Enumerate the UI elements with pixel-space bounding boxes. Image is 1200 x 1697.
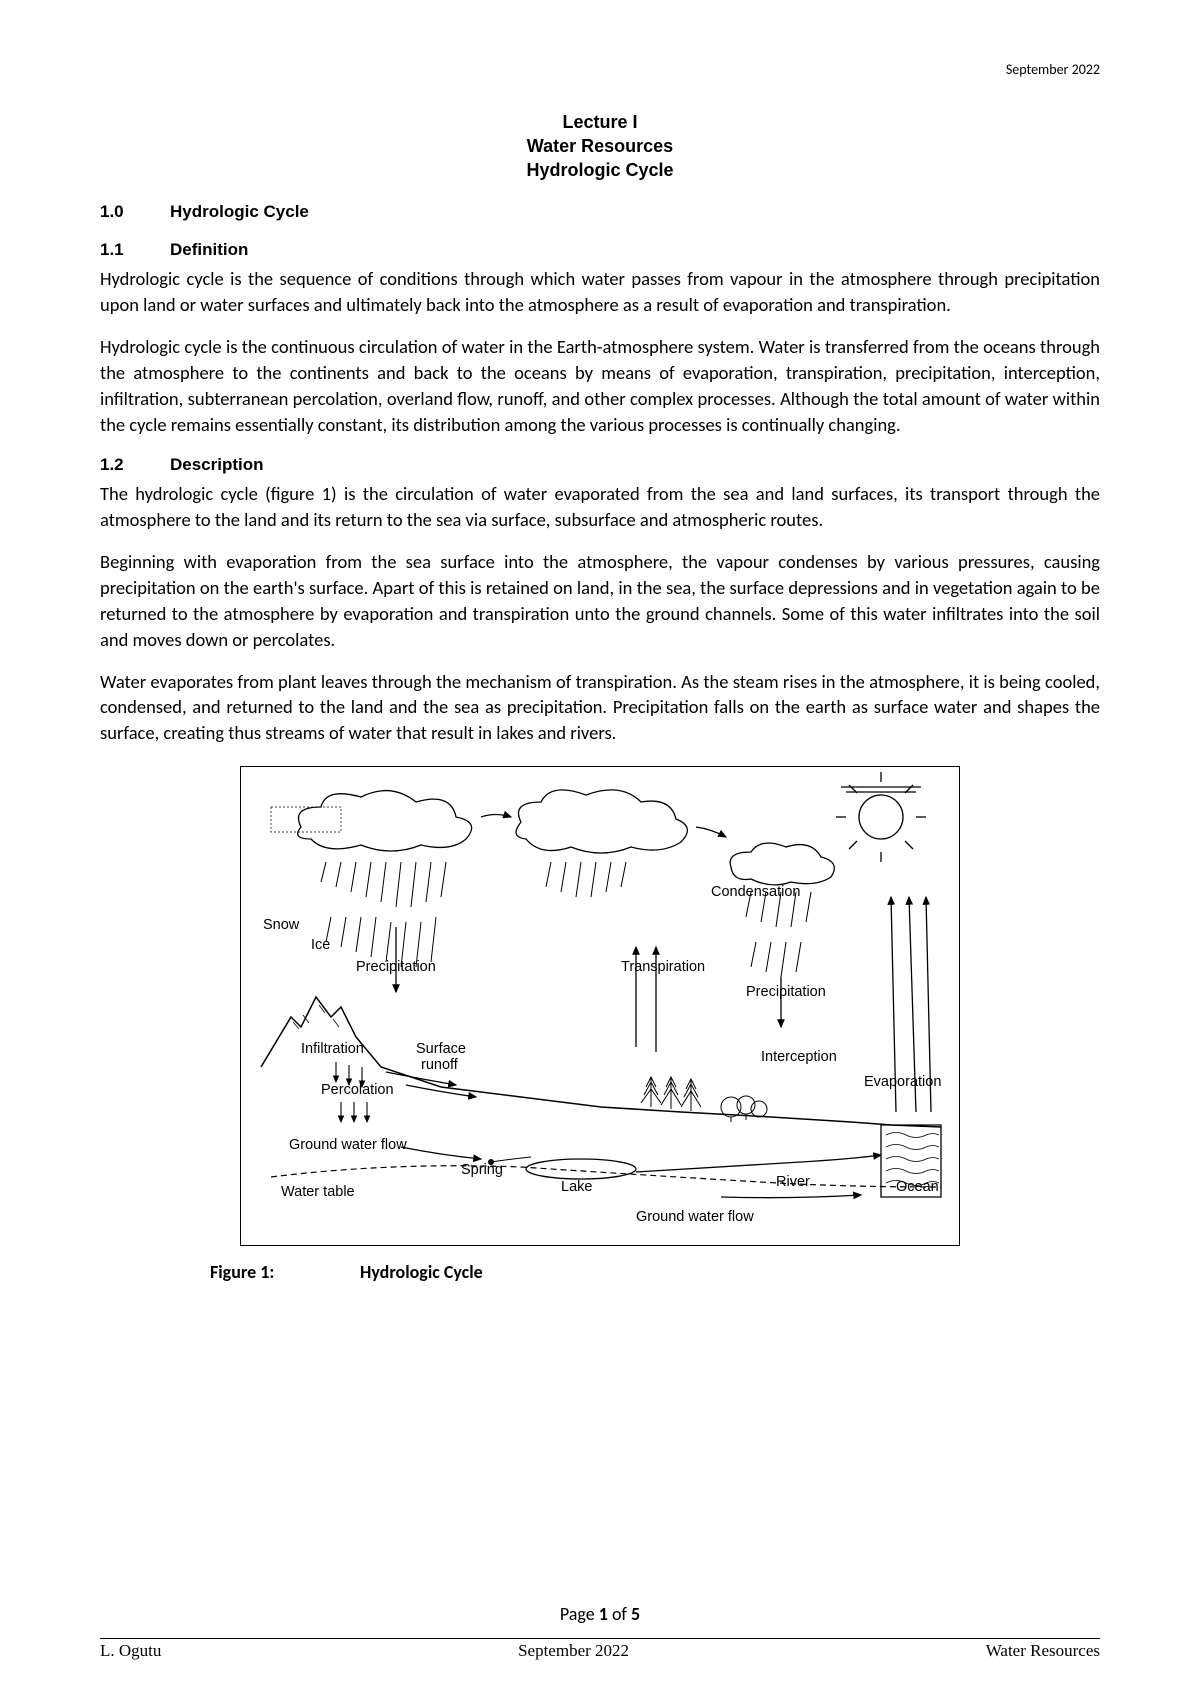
- paragraph-4: Beginning with evaporation from the sea …: [100, 549, 1100, 653]
- diagram-svg: [241, 767, 961, 1247]
- label-infiltration: Infiltration: [301, 1039, 364, 1059]
- figure-caption-label: Figure 1:: [210, 1260, 360, 1285]
- gw-flow-left: [401, 1147, 481, 1159]
- cloud-middle: [516, 790, 687, 853]
- sun-icon: [836, 772, 926, 862]
- hydrologic-cycle-diagram: Condensation Snow Ice Precipitation Tran…: [240, 766, 960, 1246]
- figure-caption-text: Hydrologic Cycle: [360, 1260, 483, 1285]
- heading-title: Hydrologic Cycle: [170, 200, 309, 224]
- label-transpiration: Transpiration: [621, 957, 705, 977]
- percolation-arrows: [341, 1102, 367, 1122]
- heading-num: 1.2: [100, 453, 170, 477]
- runoff-arrows: [386, 1072, 476, 1097]
- label-surface-runoff2: runoff: [421, 1055, 458, 1075]
- document-page: September 2022 Lecture I Water Resources…: [0, 0, 1200, 1697]
- trees: [641, 1077, 701, 1111]
- figure-caption: Figure 1: Hydrologic Cycle: [210, 1260, 960, 1285]
- label-groundwater-flow: Ground water flow: [289, 1135, 407, 1155]
- heading-title: Definition: [170, 238, 248, 262]
- water-table-line: [271, 1166, 941, 1187]
- rain-right: [746, 892, 811, 977]
- footer-right: Water Resources: [986, 1639, 1100, 1663]
- label-river: River: [776, 1172, 810, 1192]
- gw-flow-right: [721, 1195, 861, 1198]
- footer-left: L. Ogutu: [100, 1639, 161, 1663]
- paragraph-2: Hydrologic cycle is the continuous circu…: [100, 334, 1100, 438]
- rain-left: [321, 862, 446, 967]
- header-date: September 2022: [100, 60, 1100, 80]
- heading-1-1: 1.1 Definition: [100, 238, 1100, 262]
- title-line-2: Water Resources: [100, 134, 1100, 158]
- title-line-1: Lecture I: [100, 110, 1100, 134]
- rain-mid: [546, 862, 626, 897]
- label-percolation: Percolation: [321, 1080, 394, 1100]
- bushes: [721, 1096, 767, 1122]
- label-precipitation: Precipitation: [356, 957, 436, 977]
- label-water-table: Water table: [281, 1182, 355, 1202]
- label-interception: Interception: [761, 1047, 837, 1067]
- title-line-3: Hydrologic Cycle: [100, 158, 1100, 182]
- footer-bottom: L. Ogutu September 2022 Water Resources: [100, 1639, 1100, 1663]
- cloud-right: [730, 843, 834, 885]
- heading-num: 1.0: [100, 200, 170, 224]
- heading-1-0: 1.0 Hydrologic Cycle: [100, 200, 1100, 224]
- page-number: Page 1 of 5: [100, 1602, 1100, 1627]
- label-snow: Snow: [263, 915, 299, 935]
- heading-title: Description: [170, 453, 264, 477]
- cloud-left: [298, 791, 472, 851]
- river-arrow: [636, 1155, 881, 1172]
- page-current: 1: [599, 1603, 608, 1625]
- heading-1-2: 1.2 Description: [100, 453, 1100, 477]
- legend-box: [271, 807, 341, 832]
- label-ice: Ice: [311, 935, 330, 955]
- label-precipitation2: Precipitation: [746, 982, 826, 1002]
- label-spring: Spring: [461, 1160, 503, 1180]
- lecture-title: Lecture I Water Resources Hydrologic Cyc…: [100, 110, 1100, 183]
- page-total: 5: [631, 1603, 640, 1625]
- footer-center: September 2022: [518, 1639, 629, 1663]
- figure-1: Condensation Snow Ice Precipitation Tran…: [240, 766, 960, 1285]
- page-of: of: [608, 1603, 631, 1625]
- label-groundwater-flow2: Ground water flow: [636, 1207, 754, 1227]
- paragraph-5: Water evaporates from plant leaves throu…: [100, 669, 1100, 747]
- label-condensation: Condensation: [711, 882, 801, 902]
- paragraph-1: Hydrologic cycle is the sequence of cond…: [100, 266, 1100, 318]
- land-surface: [261, 997, 941, 1127]
- label-evaporation: Evaporation: [864, 1072, 941, 1092]
- page-prefix: Page: [560, 1603, 599, 1625]
- label-lake: Lake: [561, 1177, 592, 1197]
- heading-num: 1.1: [100, 238, 170, 262]
- paragraph-3: The hydrologic cycle (figure 1) is the c…: [100, 481, 1100, 533]
- label-ocean: Ocean: [896, 1177, 939, 1197]
